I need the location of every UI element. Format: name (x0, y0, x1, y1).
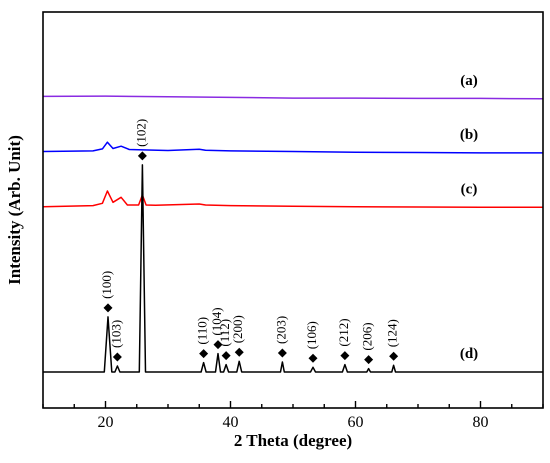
series-line-1 (42, 141, 543, 154)
series-layer (42, 95, 544, 373)
peak-label-10: (206) (360, 322, 375, 350)
series-line-0 (42, 95, 544, 100)
peak-marker-1 (112, 352, 122, 362)
peak-label-4: (104) (209, 307, 224, 335)
peak-marker-11 (389, 351, 399, 361)
peak-label-3: (110) (195, 317, 210, 345)
x-tick-label: 20 (98, 414, 114, 431)
series-line-2 (42, 190, 543, 209)
peak-label-5: (112) (217, 319, 232, 347)
series-label-2: (c) (461, 181, 478, 197)
series-label-0: (a) (460, 73, 478, 89)
peak-label-11: (124) (385, 319, 400, 347)
peak-marker-6 (234, 347, 244, 357)
x-axis-title: 2 Theta (degree) (234, 431, 352, 450)
x-tick-label: 80 (473, 414, 489, 431)
y-axis-title: Intensity (Arb. Unit) (5, 135, 24, 285)
peak-marker-5 (221, 351, 231, 361)
peak-label-1: (103) (108, 320, 123, 348)
peak-label-6: (200) (230, 315, 245, 343)
peak-marker-8 (308, 353, 318, 363)
x-tick-label: 40 (223, 414, 239, 431)
peak-marker-3 (199, 349, 209, 359)
peak-marker-10 (364, 355, 374, 365)
peak-marker-4 (213, 340, 223, 350)
peak-label-9: (212) (336, 318, 351, 346)
series-label-1: (b) (460, 127, 478, 143)
x-axis-ticks: 20 40 60 80 (42, 401, 544, 431)
peak-label-7: (203) (273, 316, 288, 344)
peak-label-2: (102) (133, 119, 148, 147)
peak-marker-9 (340, 351, 350, 361)
peak-label-0: (100) (99, 271, 114, 299)
peak-marker-7 (277, 348, 287, 358)
x-tick-label: 60 (348, 414, 364, 431)
peak-marker-0 (103, 303, 113, 313)
series-label-layer: (a) (b) (c) (d) (460, 73, 478, 362)
peak-label-8: (106) (304, 321, 319, 349)
peak-label-layer: (100) (103) (102) (110) (104)(112)(200) (203)… (99, 119, 400, 365)
series-line-3 (43, 164, 543, 373)
series-label-3: (d) (460, 346, 478, 362)
peak-marker-2 (137, 151, 147, 161)
